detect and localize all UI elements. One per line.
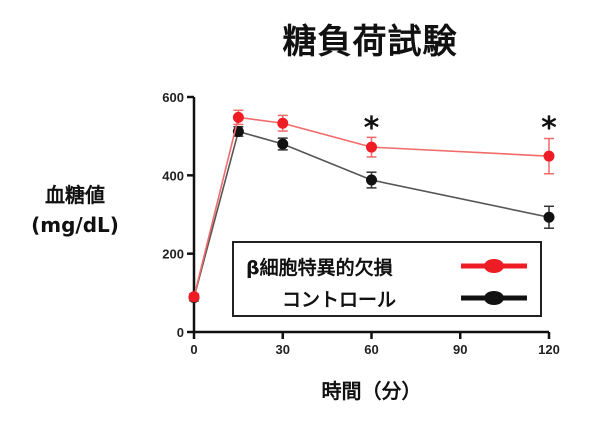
legend-item-knockout: β細胞特異的欠損	[246, 251, 393, 281]
chart-title: 糖負荷試験	[282, 22, 458, 62]
x-tick-label: 120	[538, 342, 560, 357]
x-tick-label: 60	[364, 342, 378, 357]
data-point	[543, 211, 555, 223]
x-tick-label: 90	[453, 342, 467, 357]
y-axis-label-line2: (mg/dL)	[31, 213, 119, 237]
legend-dot-knockout-icon	[484, 259, 504, 273]
legend-markers	[461, 259, 527, 305]
legend-label-knockout: β細胞特異的欠損	[246, 256, 393, 279]
y-tick-label: 0	[177, 325, 184, 340]
y-tick-label: 200	[162, 247, 184, 262]
significance-asterisk: *	[364, 111, 380, 146]
y-axis-label-line1: 血糖値	[45, 183, 105, 207]
data-point	[277, 138, 289, 150]
significance-asterisk: *	[541, 111, 557, 146]
data-point	[277, 117, 289, 129]
data-point	[543, 150, 555, 162]
y-tick-label: 600	[162, 90, 184, 105]
data-point	[366, 141, 377, 153]
data-point	[188, 291, 200, 303]
legend-dot-control-icon	[484, 291, 504, 305]
x-tick-label: 30	[276, 342, 290, 357]
legend-item-control: コントロール	[282, 283, 396, 313]
legend-label-control: コントロール	[282, 288, 397, 311]
data-point	[232, 111, 244, 123]
data-point	[366, 174, 377, 186]
x-axis-label: 時間（分）	[321, 379, 422, 403]
legend: β細胞特異的欠損 コントロール	[232, 241, 542, 317]
x-tick-label: 0	[190, 342, 197, 357]
y-axis-label: 血糖値 (mg/dL)	[10, 180, 140, 240]
y-tick-label: 400	[162, 168, 184, 183]
